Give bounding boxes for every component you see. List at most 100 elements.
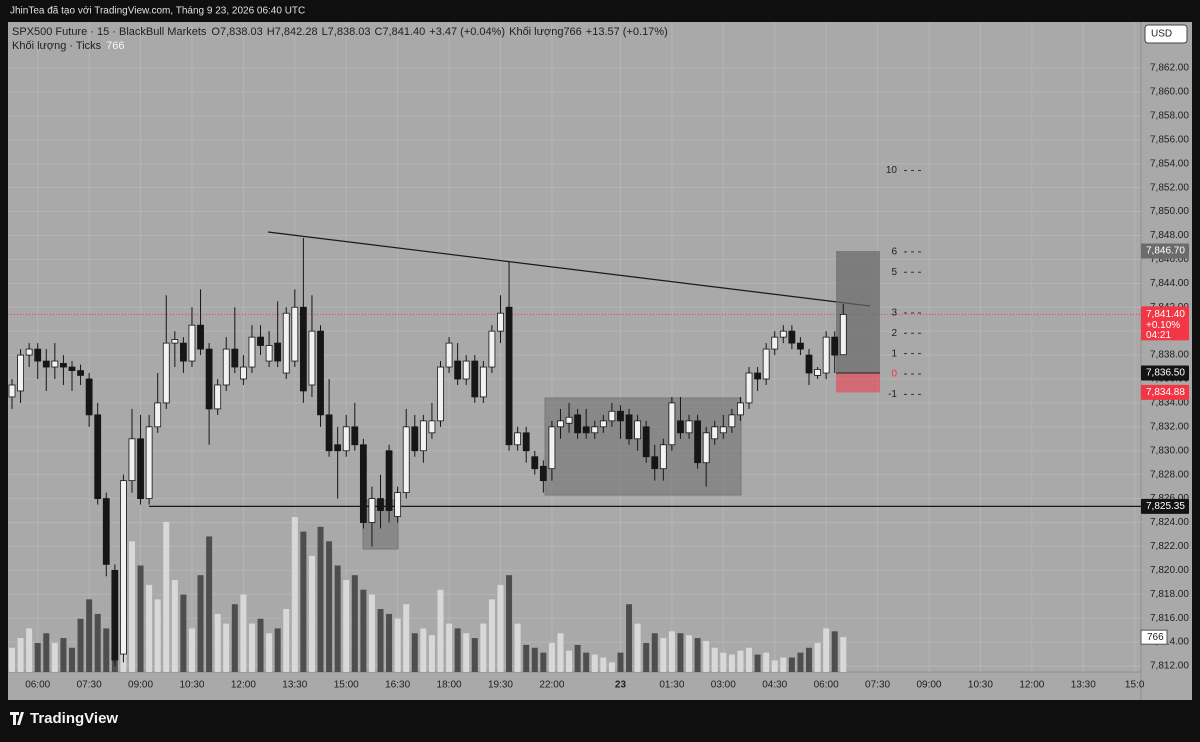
y-tick-label: 7,858.00 [1150, 111, 1189, 122]
price-badge-label: 7,825.35 [1146, 501, 1185, 512]
candle-body [17, 354, 24, 392]
volume-bar [291, 517, 298, 672]
volume-bar [146, 584, 153, 672]
volume-bar [463, 633, 470, 672]
volume-bar [60, 638, 67, 672]
candle-body [51, 360, 59, 368]
volume-bar [137, 565, 144, 672]
y-tick-label: 7,862.00 [1150, 63, 1189, 74]
candle-body [394, 492, 402, 517]
position-level: -1 [888, 389, 897, 400]
volume-bar [188, 628, 195, 672]
candle-body [299, 306, 307, 392]
volume-bar [471, 638, 478, 672]
price-badge [1141, 365, 1189, 381]
legend-symbol: SPX500 Future · 15 · BlackBull Markets O7… [12, 26, 668, 38]
currency-button[interactable] [1144, 24, 1188, 44]
candle-body [711, 426, 719, 440]
price-badge-label: 7,836.50 [1146, 368, 1185, 379]
x-tick-label: 23 [615, 680, 627, 691]
x-tick-label: 07:30 [77, 680, 102, 691]
chart-background [8, 22, 1192, 700]
position-level: 3 [891, 308, 897, 319]
y-tick-label: 7,844.00 [1150, 278, 1189, 289]
volume-bar [437, 589, 444, 672]
currency[interactable]: USD [1151, 29, 1172, 40]
volume-bar [806, 647, 813, 672]
candle-body [471, 360, 479, 398]
x-tick-label: 10:30 [179, 680, 204, 691]
position-stop [836, 373, 880, 393]
credit: JhinTea đã tạo với TradingView.com, Thán… [10, 6, 305, 17]
candle-body [719, 426, 727, 434]
candle-body [617, 410, 624, 422]
y-tick-label: 7,834.00 [1150, 398, 1189, 409]
candle-body [539, 465, 547, 482]
position-level: 2 [891, 328, 897, 339]
candle-body [488, 330, 496, 368]
volume-bar [557, 633, 564, 672]
volume-bar [274, 628, 281, 672]
volume-bar [411, 633, 418, 672]
candle-body [188, 324, 196, 362]
volume-bar [163, 521, 170, 672]
volume-bar [197, 575, 204, 672]
volume-bar [68, 647, 75, 672]
candle-body [8, 384, 16, 398]
candle-body [797, 342, 804, 350]
candle-body [214, 384, 222, 410]
volume-bar [814, 642, 821, 672]
candle-body [359, 444, 367, 523]
candle-body [308, 330, 316, 386]
volume-bar [428, 635, 435, 672]
candle-body [162, 342, 170, 404]
candle-body [805, 354, 813, 374]
volume-bar [763, 652, 770, 672]
volume-bar [746, 647, 753, 672]
volume-bar [214, 613, 221, 672]
y-tick-label: 7,846.00 [1150, 254, 1189, 265]
volume-bar [626, 604, 633, 672]
volume-bar [248, 623, 255, 672]
candle-body [514, 432, 522, 446]
candle-body [694, 420, 701, 464]
candle-body [385, 450, 393, 511]
volume-bar [9, 647, 15, 672]
price-badge-label: 7,841.40 [1146, 309, 1185, 320]
candle-body [771, 336, 779, 350]
x-tick-label: 10:30 [968, 680, 993, 691]
volume-bar [308, 555, 315, 672]
price-badge [1141, 243, 1189, 259]
candle-body [531, 456, 539, 470]
volume-bar [368, 594, 375, 672]
y-tick-label: 7,822.00 [1150, 541, 1189, 552]
volume-badge-label: 766 [1147, 632, 1164, 643]
x-tick-label: 22:00 [539, 680, 564, 691]
volume-bar [506, 575, 513, 672]
volume-bar [840, 637, 847, 672]
volume-bar [694, 638, 701, 672]
y-tick-label: 7,818.00 [1150, 589, 1189, 600]
candle-body [257, 336, 264, 346]
volume-bar [386, 613, 393, 672]
volume-bar [643, 642, 650, 672]
legend-indicator: Khối lượng · Ticks 766 [12, 40, 125, 52]
volume-bar [660, 638, 667, 672]
candle-body [179, 342, 187, 362]
candle-body [762, 348, 770, 380]
x-tick-label: 19:30 [488, 680, 513, 691]
volume-bar [831, 631, 838, 672]
volume-bar [488, 599, 495, 672]
volume-bar [548, 642, 555, 672]
candle-body [428, 420, 436, 434]
candle-body [402, 426, 410, 494]
volume-bar [231, 604, 238, 672]
volume-bar [540, 652, 547, 672]
candle-body [68, 366, 76, 372]
candle-body [60, 363, 67, 368]
candle-body [814, 369, 821, 376]
grid [8, 22, 1141, 672]
candle-body [42, 360, 50, 368]
volume-bar [103, 628, 110, 672]
